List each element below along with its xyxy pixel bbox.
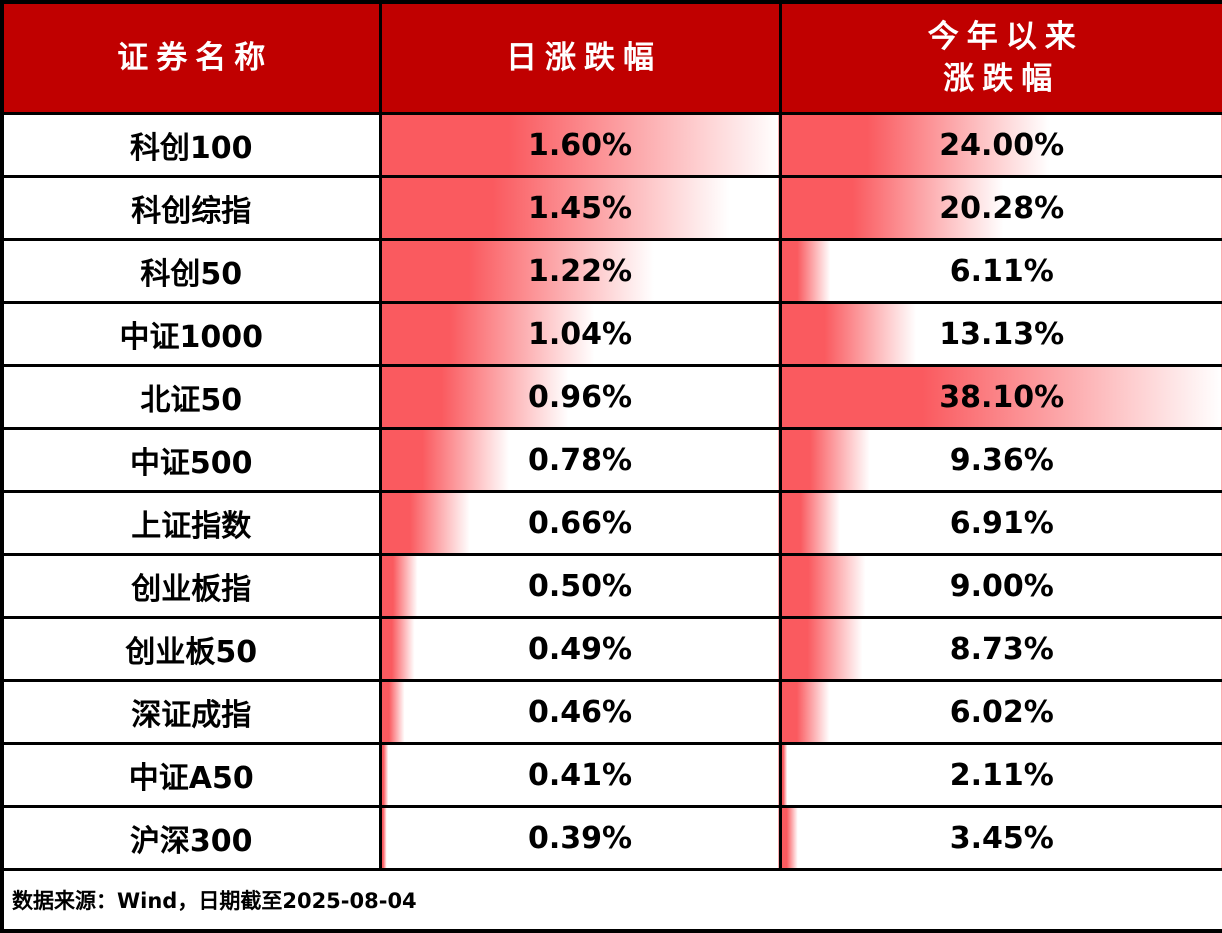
- daily-change-cell: 0.66%: [378, 490, 782, 556]
- security-name-cell: 科创100: [0, 112, 382, 178]
- ytd-change-cell: 3.45%: [778, 805, 1222, 871]
- security-name-cell: 深证成指: [0, 679, 382, 745]
- table-row: 沪深300 0.39% 3.45%: [0, 805, 1222, 871]
- table-body: 科创100 1.60% 24.00% 科创综指 1.45% 20.28% 科创50 1.22%…: [0, 112, 1222, 871]
- ytd-change-cell: 6.91%: [778, 490, 1222, 556]
- table-row: 北证50 0.96% 38.10%: [0, 364, 1222, 430]
- table-row: 上证指数 0.66% 6.91%: [0, 490, 1222, 556]
- ytd-change-cell: 38.10%: [778, 364, 1222, 430]
- col-header-ytd-line2: 涨跌幅: [943, 61, 1061, 96]
- security-name-cell: 科创综指: [0, 175, 382, 241]
- ytd-change-cell: 24.00%: [778, 112, 1222, 178]
- security-name-cell: 科创50: [0, 238, 382, 304]
- col-header-ytd-change: 今年以来 涨跌幅: [778, 0, 1222, 115]
- table-row: 中证A50 0.41% 2.11%: [0, 742, 1222, 808]
- security-name-cell: 北证50: [0, 364, 382, 430]
- table-row: 中证1000 1.04% 13.13%: [0, 301, 1222, 367]
- col-header-ytd-line1: 今年以来: [927, 19, 1084, 55]
- ytd-change-cell: 9.00%: [778, 553, 1222, 619]
- ytd-change-cell: 13.13%: [778, 301, 1222, 367]
- daily-change-cell: 0.39%: [378, 805, 782, 871]
- daily-change-cell: 0.49%: [378, 616, 782, 682]
- daily-change-cell: 0.50%: [378, 553, 782, 619]
- security-name-cell: 中证1000: [0, 301, 382, 367]
- daily-change-cell: 0.78%: [378, 427, 782, 493]
- ytd-change-cell: 2.11%: [778, 742, 1222, 808]
- source-note: 数据来源：Wind，日期截至2025-08-04: [0, 868, 1222, 933]
- table-row: 创业板指 0.50% 9.00%: [0, 553, 1222, 619]
- table-row: 科创综指 1.45% 20.28%: [0, 175, 1222, 241]
- table-row: 科创100 1.60% 24.00%: [0, 112, 1222, 178]
- security-name-cell: 创业板指: [0, 553, 382, 619]
- col-header-daily-change: 日涨跌幅: [378, 0, 782, 115]
- table-footer-row: 数据来源：Wind，日期截至2025-08-04: [0, 868, 1222, 933]
- ytd-change-cell: 20.28%: [778, 175, 1222, 241]
- security-name-cell: 中证500: [0, 427, 382, 493]
- daily-change-cell: 0.46%: [378, 679, 782, 745]
- daily-change-cell: 1.45%: [378, 175, 782, 241]
- ytd-change-cell: 6.11%: [778, 238, 1222, 304]
- table-header-row: 证券名称 日涨跌幅 今年以来 涨跌幅: [0, 0, 1222, 115]
- daily-change-cell: 1.04%: [378, 301, 782, 367]
- daily-change-cell: 1.60%: [378, 112, 782, 178]
- security-name-cell: 创业板50: [0, 616, 382, 682]
- security-name-cell: 上证指数: [0, 490, 382, 556]
- table-row: 创业板50 0.49% 8.73%: [0, 616, 1222, 682]
- table-row: 深证成指 0.46% 6.02%: [0, 679, 1222, 745]
- daily-change-cell: 0.96%: [378, 364, 782, 430]
- security-name-cell: 沪深300: [0, 805, 382, 871]
- ytd-change-cell: 6.02%: [778, 679, 1222, 745]
- table-row: 科创50 1.22% 6.11%: [0, 238, 1222, 304]
- ytd-change-cell: 9.36%: [778, 427, 1222, 493]
- ytd-change-cell: 8.73%: [778, 616, 1222, 682]
- security-name-cell: 中证A50: [0, 742, 382, 808]
- table-row: 中证500 0.78% 9.36%: [0, 427, 1222, 493]
- col-header-security-name: 证券名称: [0, 0, 382, 115]
- daily-change-cell: 1.22%: [378, 238, 782, 304]
- daily-change-cell: 0.41%: [378, 742, 782, 808]
